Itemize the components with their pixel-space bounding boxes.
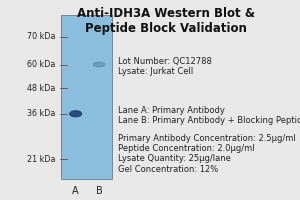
Text: 21 kDa: 21 kDa — [27, 155, 56, 164]
Text: Primary Antibody Concentration: 2.5μg/ml
Peptide Concentration: 2.0μg/ml
Lysate : Primary Antibody Concentration: 2.5μg/ml… — [118, 134, 296, 174]
Text: 36 kDa: 36 kDa — [27, 109, 56, 118]
Text: 48 kDa: 48 kDa — [27, 84, 56, 93]
Ellipse shape — [70, 111, 82, 117]
Text: 70 kDa: 70 kDa — [27, 32, 56, 41]
Text: Lot Number: QC12788
Lysate: Jurkat Cell: Lot Number: QC12788 Lysate: Jurkat Cell — [118, 57, 212, 76]
Text: Anti-IDH3A Western Blot &
Peptide Block Validation: Anti-IDH3A Western Blot & Peptide Block … — [77, 7, 255, 35]
Text: A: A — [72, 186, 79, 196]
Ellipse shape — [93, 62, 105, 67]
Text: 60 kDa: 60 kDa — [27, 60, 56, 69]
Text: Lane A: Primary Antibody
Lane B: Primary Antibody + Blocking Peptide: Lane A: Primary Antibody Lane B: Primary… — [118, 106, 300, 125]
Text: B: B — [96, 186, 102, 196]
Bar — [61, 15, 112, 179]
